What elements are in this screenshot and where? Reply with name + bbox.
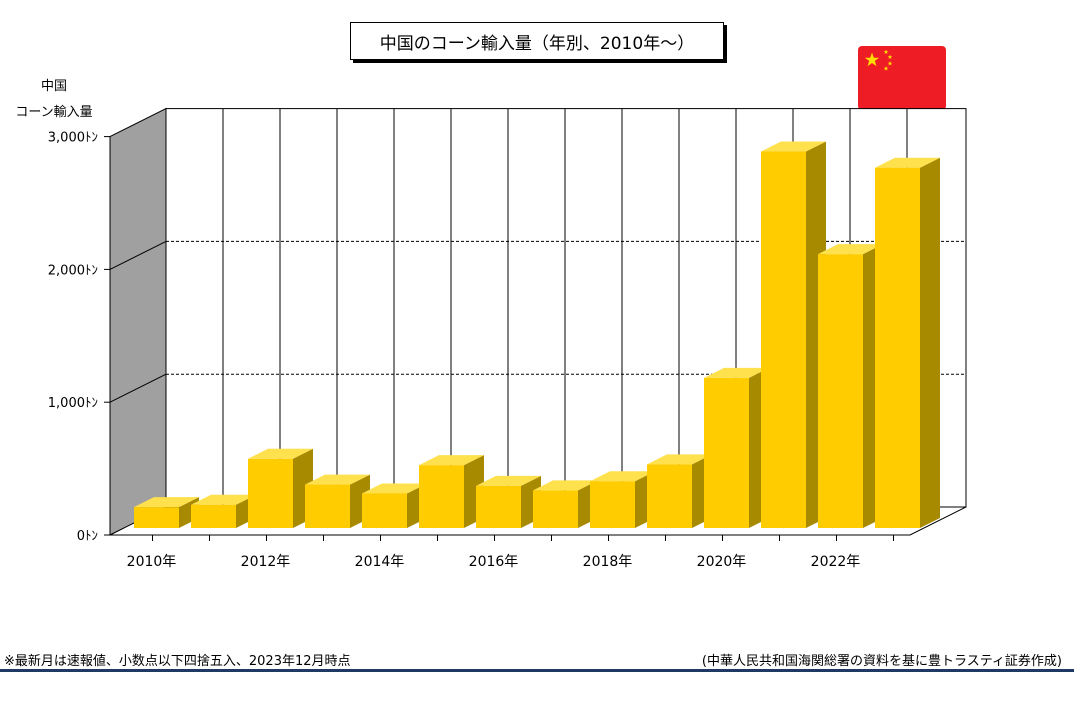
- x-tick-label: 2022年: [811, 554, 861, 570]
- x-tick-label: 2016年: [469, 554, 519, 570]
- bar-2017: [533, 480, 598, 528]
- footnote-left: ※最新月は速報値、小数点以下四捨五入、2023年12月時点: [4, 654, 351, 669]
- bar-top: [818, 244, 883, 255]
- bar-2014: [362, 483, 427, 528]
- bar-top: [248, 448, 313, 459]
- side-wall-gridline: [109, 240, 167, 270]
- chart-title: 中国のコーン輸入量（年別、2010年～）: [350, 22, 724, 60]
- chart-title-text: 中国のコーン輸入量（年別、2010年～）: [379, 33, 695, 54]
- y-axis-title-line-1: 中国: [40, 79, 67, 94]
- bar-top: [761, 141, 826, 152]
- bar-2022: [818, 244, 883, 529]
- bar-front: [875, 167, 920, 528]
- bar-front: [305, 484, 350, 528]
- y-tick-label: 1,000ﾄﾝ: [48, 396, 98, 411]
- x-tick-label: 2018年: [583, 554, 633, 570]
- bar-2012: [248, 448, 313, 528]
- bar-top: [533, 480, 598, 491]
- bar-front: [590, 481, 635, 528]
- bar-2020: [704, 367, 769, 528]
- bar-top: [590, 471, 655, 482]
- bar-front: [818, 254, 863, 529]
- bar-top: [647, 454, 712, 465]
- bar-2016: [476, 475, 541, 528]
- bar-front: [533, 490, 578, 528]
- bar-2013: [305, 474, 370, 528]
- x-tick-label: 2010年: [127, 554, 177, 570]
- x-tick-label: 2020年: [697, 554, 747, 570]
- bar-front: [248, 458, 293, 528]
- bar-front: [191, 504, 236, 528]
- source-note: (中華人民共和国海関総署の資料を基に豊トラスティ証券作成): [701, 654, 1062, 669]
- bar-front: [134, 507, 179, 528]
- bar-2023: [875, 157, 940, 528]
- x-tick-label: 2012年: [241, 554, 291, 570]
- bar-front: [476, 485, 521, 528]
- bar-top: [305, 474, 370, 485]
- bar-front: [704, 377, 749, 528]
- bar-front: [419, 465, 464, 528]
- y-tick-label: 2,000ﾄﾝ: [48, 263, 98, 278]
- bottom-rule: [0, 669, 1074, 672]
- side-wall-gridline: [109, 373, 167, 403]
- bar-2015: [419, 455, 484, 528]
- china-flag-icon: [858, 46, 946, 110]
- bar-side: [920, 157, 940, 528]
- bar-front: [761, 151, 806, 528]
- side-wall: [109, 107, 167, 536]
- bar-2018: [590, 471, 655, 528]
- bar-top: [419, 455, 484, 466]
- y-tick-label: 0ﾄﾝ: [77, 529, 98, 544]
- bar-top: [362, 483, 427, 494]
- y-axis-title-line-2: コーン輸入量: [15, 105, 93, 120]
- y-axis-title: 中国 コーン輸入量: [8, 74, 100, 126]
- x-tick-label: 2014年: [355, 554, 405, 570]
- bar-top: [134, 497, 199, 508]
- bar-2019: [647, 454, 712, 528]
- bar-top: [191, 494, 256, 505]
- bar-front: [362, 493, 407, 528]
- bar-top: [875, 157, 940, 168]
- bar-top: [476, 475, 541, 486]
- y-tick-label: 3,000ﾄﾝ: [48, 131, 98, 146]
- china-flag-stars: [864, 49, 893, 71]
- bar-2021: [761, 141, 826, 528]
- bar-top: [704, 367, 769, 378]
- bar-front: [647, 464, 692, 528]
